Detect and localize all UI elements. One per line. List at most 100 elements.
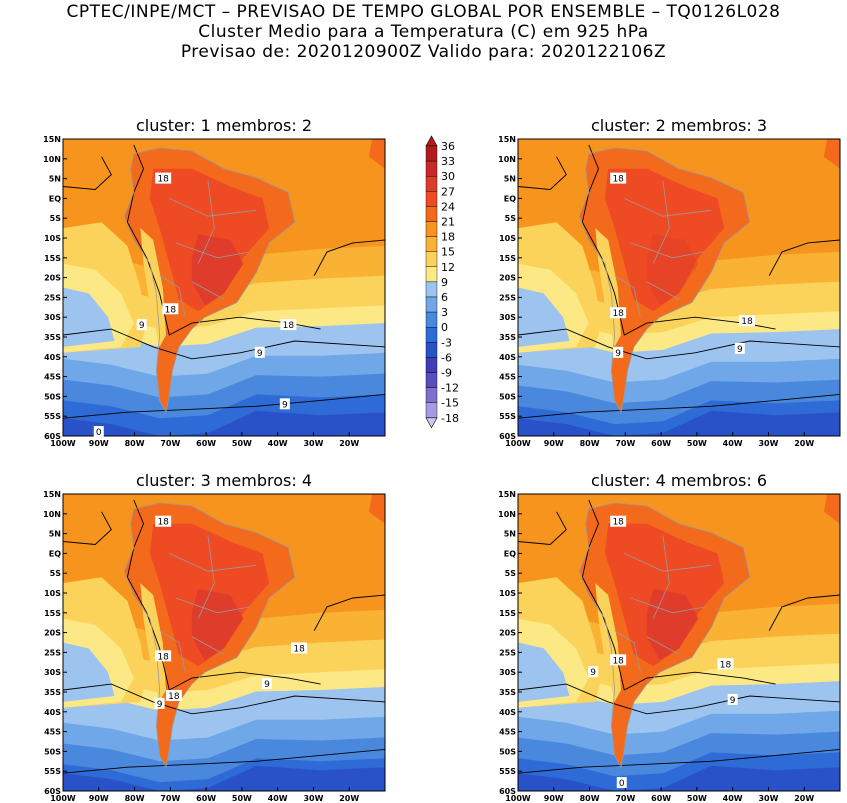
lat-label: 30S xyxy=(499,313,516,322)
lat-label: 10S xyxy=(44,589,61,598)
lat-label: 45S xyxy=(499,728,516,737)
country-borders xyxy=(123,502,296,769)
colorbar-swatch xyxy=(425,327,438,343)
contour-label-bg xyxy=(93,426,104,438)
temperature-field xyxy=(63,494,385,791)
colorbar-swatch xyxy=(425,175,438,192)
colorbar-bottom-arrow xyxy=(425,417,438,429)
africa-24 xyxy=(823,494,840,524)
africa-24 xyxy=(368,139,385,169)
colorbar-top-arrow xyxy=(425,135,438,147)
border xyxy=(169,198,257,217)
contour-label: 9 xyxy=(264,680,270,690)
lon-label: 60W xyxy=(196,439,216,448)
lat-label: 55S xyxy=(499,767,516,776)
contour-21-atl xyxy=(768,594,840,631)
lon-label: 90W xyxy=(544,794,564,803)
band xyxy=(63,410,385,436)
contour-label-bg xyxy=(610,172,627,184)
contour-label-bg xyxy=(727,693,738,705)
colorbar-label: -6 xyxy=(441,351,452,364)
lon-label: 90W xyxy=(544,439,564,448)
lat-label: 5S xyxy=(50,569,62,578)
lon-label: 80W xyxy=(125,439,145,448)
lat-label: 30S xyxy=(44,668,61,677)
lat-label: 20S xyxy=(44,629,61,638)
band-pacific-9 xyxy=(518,642,570,702)
lon-label: 100W xyxy=(505,439,531,448)
colorbar-swatch xyxy=(425,402,438,419)
map-frame xyxy=(62,138,386,437)
lat-label: EQ xyxy=(504,194,516,203)
lat-label: 5N xyxy=(49,530,61,539)
band xyxy=(518,410,840,436)
lon-label: 50W xyxy=(687,794,707,803)
colorbar-label: 36 xyxy=(441,140,455,153)
band xyxy=(63,765,385,791)
temperature-field xyxy=(518,139,840,436)
contour-label-bg xyxy=(610,654,627,666)
lat-label: 5N xyxy=(504,175,516,184)
colorbar-label: 3 xyxy=(441,306,448,319)
contour-21 xyxy=(63,511,112,545)
colorbar-label: 0 xyxy=(441,321,448,334)
land-30 xyxy=(191,589,244,661)
lat-label: 15S xyxy=(44,609,61,618)
colorbar-swatch xyxy=(425,251,438,267)
contour-label: 9 xyxy=(590,668,596,678)
colorbar-swatch xyxy=(425,236,438,252)
lat-label: 30S xyxy=(499,668,516,677)
contour-label-bg xyxy=(734,342,745,354)
map-panel-3: 15N 10N 5N EQ 5S 10S 15S 20S 25S 30S 35S 40S 45S 50S 5… xyxy=(43,471,386,803)
lat-label: 5S xyxy=(505,214,517,223)
lat-label: 50S xyxy=(44,392,61,401)
lat-label: 45S xyxy=(499,373,516,382)
contour-21-atl xyxy=(768,239,840,276)
lat-label: 40S xyxy=(499,353,516,362)
lat-label: 15N xyxy=(498,135,516,144)
lon-label: 40W xyxy=(723,794,743,803)
colorbar-label: 12 xyxy=(441,261,455,274)
colorbar-swatch xyxy=(425,266,438,283)
lat-label: 50S xyxy=(44,747,61,756)
contour-label: 18 xyxy=(293,644,305,654)
map-frame xyxy=(62,493,386,792)
border xyxy=(191,636,225,655)
border xyxy=(159,630,186,673)
contour-21 xyxy=(518,156,567,190)
contour-0 xyxy=(518,393,840,419)
land-30 xyxy=(646,234,699,306)
lat-label: 25S xyxy=(44,293,61,302)
lat-label: 30S xyxy=(44,313,61,322)
colorbar-swatch xyxy=(425,342,438,358)
contour-label: 18 xyxy=(168,692,180,702)
contour-label: 0 xyxy=(96,428,102,438)
lat-label: 45S xyxy=(44,728,61,737)
panel-title: cluster: 3 membros: 4 xyxy=(136,471,312,490)
contour-label-bg xyxy=(613,346,624,358)
lat-label: 25S xyxy=(499,648,516,657)
lat-label: 10S xyxy=(499,234,516,243)
country-borders xyxy=(578,502,751,769)
lat-label: 40S xyxy=(499,708,516,717)
contour-label: 9 xyxy=(257,349,263,359)
colorbar-label: -12 xyxy=(441,382,459,395)
panel-title: cluster: 4 membros: 6 xyxy=(591,471,767,490)
contour-18 xyxy=(581,499,776,691)
border xyxy=(175,242,250,259)
contour-label-bg xyxy=(610,307,627,319)
border xyxy=(614,630,641,673)
lat-label: 45S xyxy=(44,373,61,382)
panel-title: cluster: 1 membros: 2 xyxy=(136,116,312,135)
header-line-3: Previsao de: 2020120900Z Valido para: 20… xyxy=(180,42,667,62)
colorbar-label: 27 xyxy=(441,185,455,198)
contour-label-bg xyxy=(136,319,147,331)
border xyxy=(624,553,712,572)
lat-label: 5S xyxy=(505,569,517,578)
lon-label: 100W xyxy=(50,439,76,448)
contour-label: 18 xyxy=(157,175,169,185)
contour-18 xyxy=(126,144,321,336)
lat-label: 10N xyxy=(498,155,516,164)
contour-label-bg xyxy=(155,650,172,662)
colorbar-label: 30 xyxy=(441,170,455,183)
